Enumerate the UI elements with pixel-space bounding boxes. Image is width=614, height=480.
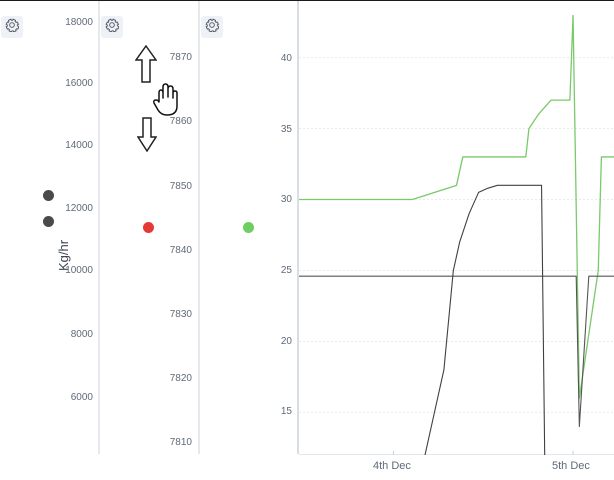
right-axis-settings-button[interactable] [201, 16, 223, 38]
right-axis-tick: 20 [280, 336, 292, 347]
middle-axis-tick: 7810 [169, 437, 192, 448]
middle-series-legend-dot [143, 222, 154, 233]
left-panel-divider [98, 1, 100, 454]
chart-series [299, 15, 614, 455]
arrow-up-icon[interactable] [134, 44, 158, 88]
gear-icon [5, 18, 20, 37]
left-axis-tick: 12000 [65, 203, 93, 214]
right-axis-tick: 25 [280, 265, 292, 276]
gear-icon [205, 18, 220, 37]
left-series-legend-dot [43, 190, 54, 201]
right-axis-tick: 15 [280, 406, 292, 417]
left-axis-tick: 10000 [65, 265, 93, 276]
middle-axis-tick: 7870 [169, 52, 192, 63]
arrow-down-icon[interactable] [136, 117, 158, 157]
right-series-legend-dot [243, 222, 254, 233]
dark-series-line [424, 184, 546, 455]
left-series-legend-dot [43, 216, 54, 227]
right-axis-tick: 30 [280, 194, 292, 205]
left-axis-tick: 6000 [70, 392, 93, 403]
middle-axis-tick: 7820 [169, 373, 192, 384]
x-axis-label: 4th Dec [373, 460, 411, 472]
gray-series-line [299, 275, 614, 428]
chart-left-divider [297, 1, 299, 454]
middle-axis-tick: 7860 [169, 116, 192, 127]
middle-panel-divider [198, 1, 200, 454]
left-axis-tick: 18000 [65, 17, 93, 28]
middle-axis-tick: 7830 [169, 309, 192, 320]
right-axis-tick: 40 [280, 53, 292, 64]
gear-icon [105, 18, 120, 37]
right-axis-tick: 35 [280, 124, 292, 135]
hand-icon[interactable] [152, 83, 182, 122]
pan-control-cluster [134, 44, 182, 153]
left-axis-tick: 14000 [65, 140, 93, 151]
trend-chart[interactable] [299, 15, 614, 455]
x-axis-label: 5th Dec [552, 460, 590, 472]
left-axis-tick: 16000 [65, 78, 93, 89]
left-axis-settings-button[interactable] [1, 16, 23, 38]
green-series-line [299, 15, 614, 399]
middle-axis-tick: 7840 [169, 245, 192, 256]
middle-axis-settings-button[interactable] [101, 16, 123, 38]
left-axis-tick: 8000 [70, 329, 93, 340]
middle-axis-tick: 7850 [169, 181, 192, 192]
